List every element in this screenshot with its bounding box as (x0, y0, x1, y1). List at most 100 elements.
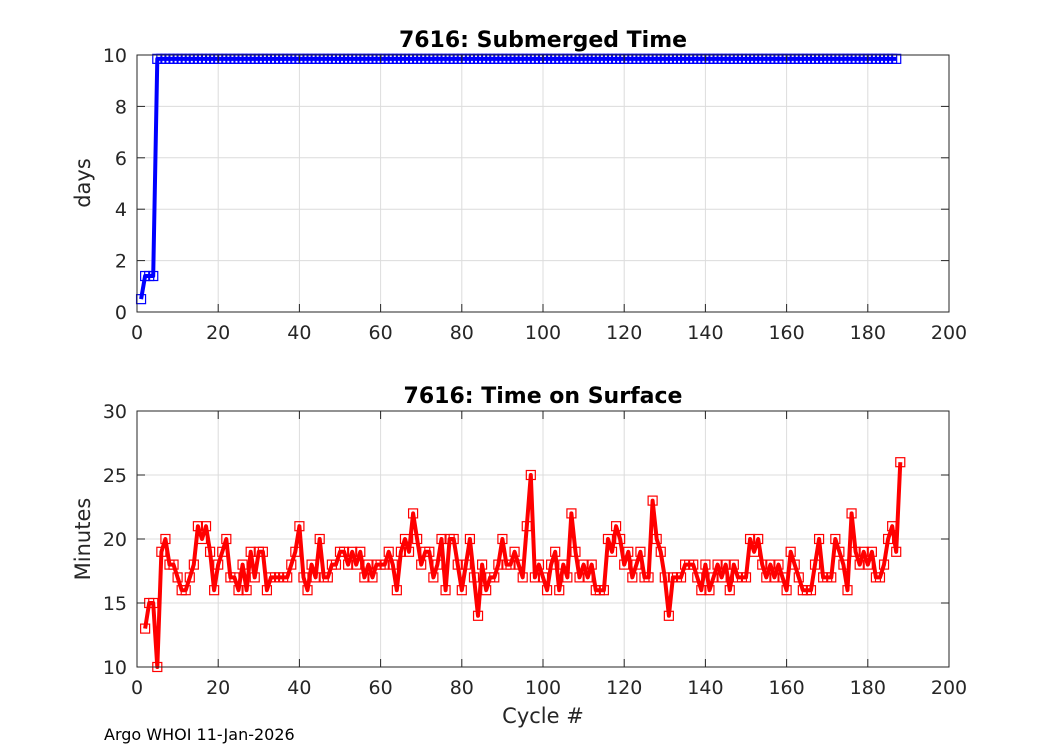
data-point-marker (184, 572, 195, 583)
data-point-marker (712, 559, 723, 570)
submerged-time-series (135, 53, 902, 305)
data-point-marker (862, 559, 873, 570)
data-point-marker (229, 572, 240, 583)
data-point-marker (704, 585, 715, 596)
x-tick-label: 120 (606, 322, 642, 344)
x-tick-label: 100 (525, 322, 561, 344)
data-point-marker (659, 572, 670, 583)
y-tick-label: 15 (103, 593, 127, 615)
data-point-marker (302, 585, 313, 596)
data-point-marker (509, 546, 520, 557)
data-point-marker (602, 533, 614, 545)
x-tick-label: 100 (525, 677, 561, 699)
data-point-marker (237, 559, 248, 570)
submerged-time-ylabel: days (71, 158, 95, 208)
data-point-marker (513, 559, 524, 570)
data-point-marker (554, 585, 565, 596)
data-point-marker (854, 559, 865, 570)
data-point-marker (517, 572, 528, 583)
data-point-marker (472, 610, 484, 621)
data-point-marker (566, 508, 577, 519)
data-point-marker (724, 585, 735, 596)
data-point-marker (842, 585, 853, 596)
data-point-marker (452, 559, 463, 570)
data-point-marker (558, 559, 569, 570)
data-point-marker (257, 546, 268, 557)
footer-credit: Argo WHOI 11-Jan-2026 (104, 725, 295, 744)
data-point-marker (574, 572, 585, 583)
data-point-marker (192, 521, 203, 532)
x-tick-label: 180 (850, 322, 886, 344)
data-point-marker (834, 546, 845, 557)
data-point-marker (643, 572, 654, 583)
data-point-marker (874, 572, 886, 583)
data-point-marker (627, 572, 638, 583)
surface-time-xlabel: Cycle # (502, 704, 584, 728)
data-point-marker (533, 559, 545, 570)
data-point-marker (635, 546, 646, 557)
data-point-marker (850, 546, 861, 557)
surface-time-plot: 7616: Time on Surface 0 20 40 60 80 100 120 140… (71, 384, 967, 728)
submerged-time-plot: 7616: Submerged Time 0 20 40 60 80 100 120 140 1… (71, 28, 967, 344)
data-point-marker (562, 572, 573, 583)
data-point-marker (395, 546, 406, 557)
data-point-marker (172, 572, 183, 583)
surface-time-title: 7616: Time on Surface (404, 384, 683, 409)
y-tick-label: 0 (115, 302, 127, 324)
data-point-marker (294, 521, 305, 532)
data-point-marker (615, 533, 626, 545)
data-point-marker (708, 572, 719, 583)
data-point-marker (209, 585, 220, 596)
data-point-marker (663, 610, 674, 621)
data-point-marker (813, 533, 825, 545)
y-tick-label: 8 (115, 96, 127, 118)
data-point-marker (546, 559, 557, 570)
data-point-marker (675, 572, 687, 583)
x-tick-label: 0 (131, 677, 143, 699)
x-tick-label: 80 (450, 677, 474, 699)
data-point-marker (241, 585, 252, 596)
data-point-marker (781, 585, 792, 596)
data-point-marker (838, 559, 849, 570)
data-point-marker (204, 546, 216, 557)
data-point-marker (720, 559, 731, 570)
data-point-marker (464, 533, 476, 545)
data-point-marker (314, 533, 325, 545)
data-point-marker (261, 585, 273, 596)
data-point-marker (347, 546, 358, 557)
data-point-marker (306, 559, 317, 570)
data-point-marker (537, 572, 549, 583)
data-point-marker (761, 572, 772, 583)
data-point-marker (424, 546, 435, 557)
data-point-marker (606, 546, 618, 557)
x-tick-label: 120 (606, 677, 642, 699)
data-point-marker (440, 585, 451, 596)
y-tick-label: 10 (103, 657, 127, 679)
data-point-marker (140, 623, 151, 634)
x-tick-label: 140 (687, 322, 723, 344)
submerged-time-ticks: 0 20 40 60 80 100 120 140 160 180 200 0 2 4 6 8 10 (103, 45, 967, 344)
data-point-marker (586, 559, 597, 570)
data-point-marker (696, 585, 707, 596)
data-point-marker (550, 546, 561, 557)
data-point-marker (160, 533, 171, 545)
x-tick-label: 80 (450, 322, 474, 344)
data-point-marker (412, 533, 423, 545)
data-point-marker (740, 572, 752, 583)
data-point-marker (647, 495, 658, 506)
data-point-marker (468, 572, 480, 583)
data-point-marker (631, 559, 642, 570)
data-point-marker (846, 508, 857, 519)
data-point-marker (757, 559, 768, 570)
data-point-marker (156, 546, 167, 557)
data-point-marker (529, 572, 540, 583)
data-point-marker (826, 572, 837, 583)
data-point-marker (789, 559, 800, 570)
data-point-marker (769, 572, 780, 583)
data-point-marker (387, 559, 398, 570)
data-point-marker (213, 559, 224, 570)
data-point-marker (809, 559, 821, 570)
data-point-marker (541, 585, 553, 596)
data-point-marker (460, 559, 471, 570)
data-point-marker (749, 546, 760, 557)
